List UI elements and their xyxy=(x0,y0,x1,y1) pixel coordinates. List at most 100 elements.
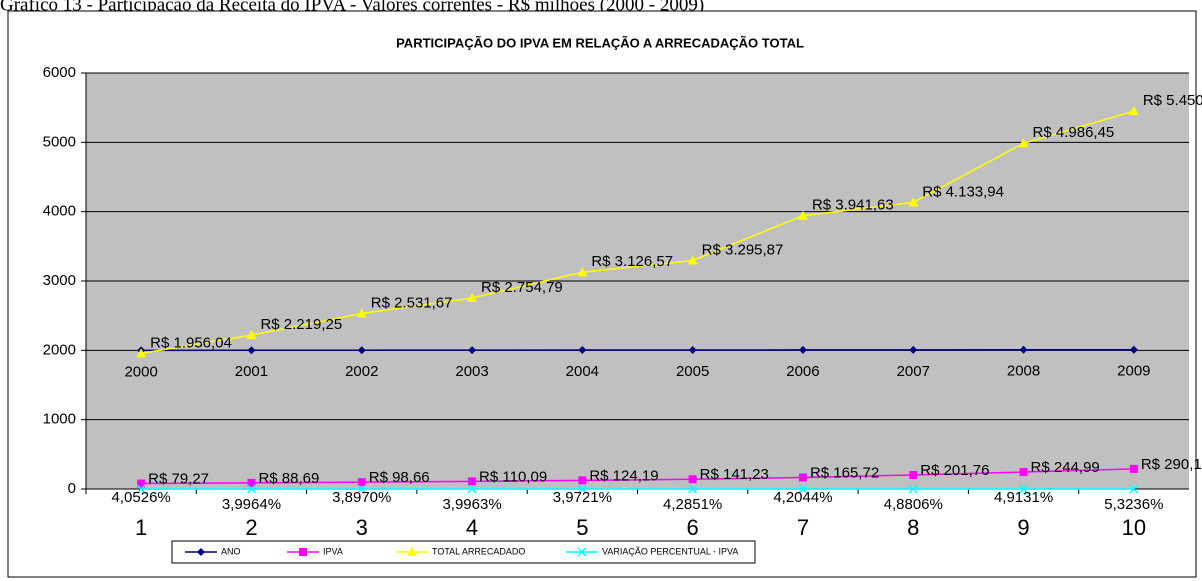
data-point xyxy=(688,345,697,354)
legend-label: TOTAL ARRECADADO xyxy=(432,546,525,556)
x-tick-label: 8 xyxy=(907,515,919,540)
data-point xyxy=(247,478,256,487)
data-label: 2008 xyxy=(1007,363,1040,380)
legend-marker xyxy=(407,547,417,556)
data-label: 2001 xyxy=(235,363,268,380)
data-label: 2003 xyxy=(455,363,488,380)
data-point xyxy=(687,255,698,265)
data-point xyxy=(797,210,808,220)
data-point xyxy=(1129,484,1139,494)
y-tick-label: 5000 xyxy=(43,133,76,150)
data-label: 4,2044% xyxy=(773,489,832,506)
data-point xyxy=(1019,484,1029,494)
data-point xyxy=(578,476,587,485)
data-label: R$ 79,27 xyxy=(148,470,209,487)
data-point xyxy=(137,479,146,488)
data-point xyxy=(136,348,147,358)
data-label: R$ 201,76 xyxy=(920,462,989,479)
y-tick-label: 1000 xyxy=(43,411,76,428)
data-label: R$ 4.986,45 xyxy=(1033,124,1115,141)
data-label: 4,9131% xyxy=(994,489,1053,506)
data-label: R$ 124,19 xyxy=(589,467,658,484)
y-tick-label: 0 xyxy=(68,480,76,497)
data-point xyxy=(909,345,918,354)
data-label: 3,8970% xyxy=(332,489,391,506)
data-point xyxy=(578,346,587,355)
legend-marker xyxy=(577,547,587,557)
data-point xyxy=(357,484,367,494)
data-label: 4,2851% xyxy=(663,496,722,513)
data-label: 2000 xyxy=(124,363,157,380)
legend-label: IPVA xyxy=(323,546,343,556)
y-tick-label: 4000 xyxy=(43,203,76,220)
data-point xyxy=(577,267,588,277)
data-label: 2005 xyxy=(676,363,709,380)
legend-label: VARIAÇÃO PERCENTUAL - IPVA xyxy=(602,546,738,556)
data-label: 3,9964% xyxy=(222,496,281,513)
legend-marker xyxy=(197,548,205,556)
x-tick-label: 1 xyxy=(135,515,147,540)
data-label: R$ 3.941,63 xyxy=(812,197,894,214)
data-label: 2006 xyxy=(786,363,819,380)
legend-marker xyxy=(299,548,307,556)
x-tick-label: 5 xyxy=(576,515,588,540)
data-label: R$ 3.295,87 xyxy=(702,241,784,258)
data-point xyxy=(356,308,367,318)
series-line xyxy=(141,348,1134,352)
data-point xyxy=(798,484,808,494)
x-tick-label: 7 xyxy=(797,515,809,540)
data-point xyxy=(357,346,366,355)
data-label: R$ 4.133,94 xyxy=(922,183,1004,200)
data-label: R$ 2.754,79 xyxy=(481,279,563,296)
data-label: 2009 xyxy=(1117,363,1150,380)
data-point xyxy=(246,484,256,494)
data-label: R$ 244,99 xyxy=(1031,459,1100,476)
data-label: R$ 110,09 xyxy=(479,468,547,485)
series-line xyxy=(141,110,1135,355)
data-point xyxy=(357,478,366,487)
data-point xyxy=(798,345,807,354)
data-point xyxy=(908,484,918,494)
data-label: R$ 98,66 xyxy=(369,469,430,486)
data-label: 3,9721% xyxy=(553,489,612,506)
data-point xyxy=(798,473,807,482)
data-point xyxy=(468,477,477,486)
chart-title: PARTICIPAÇÃO DO IPVA EM RELAÇÃO A ARRECA… xyxy=(396,35,804,50)
data-label: 2007 xyxy=(897,363,930,380)
data-point xyxy=(467,484,477,494)
series-line xyxy=(141,468,1134,485)
data-label: 5,3236% xyxy=(1104,496,1163,513)
data-point xyxy=(1018,138,1029,148)
data-point xyxy=(247,346,256,355)
x-tick-label: 9 xyxy=(1017,515,1029,540)
y-tick-label: 2000 xyxy=(43,341,76,358)
data-point xyxy=(1019,468,1028,477)
data-label: R$ 2.531,67 xyxy=(371,294,453,311)
data-point xyxy=(467,293,478,303)
data-label: R$ 141,23 xyxy=(700,466,769,483)
data-label: R$ 165,72 xyxy=(810,464,879,481)
data-label: 3,9963% xyxy=(442,496,501,513)
data-label: 4,8806% xyxy=(884,496,943,513)
data-point xyxy=(688,475,697,484)
data-point xyxy=(908,197,919,207)
data-label: R$ 3.126,57 xyxy=(591,253,673,270)
data-label: R$ 290,15 xyxy=(1141,456,1202,473)
data-point xyxy=(468,346,477,355)
legend xyxy=(171,540,756,564)
data-point xyxy=(577,484,587,494)
data-point xyxy=(688,484,698,494)
legend-label: ANO xyxy=(221,546,241,556)
data-label: 2004 xyxy=(566,363,599,380)
data-label: R$ 88,69 xyxy=(258,470,319,487)
y-tick-label: 6000 xyxy=(43,64,76,81)
data-label: R$ 2.219,25 xyxy=(260,316,342,333)
x-tick-label: 4 xyxy=(466,515,478,540)
data-point xyxy=(136,484,146,494)
data-label: 2002 xyxy=(345,363,378,380)
x-tick-label: 10 xyxy=(1122,515,1146,540)
x-tick-label: 3 xyxy=(356,515,368,540)
data-point xyxy=(1019,345,1028,354)
data-point xyxy=(246,330,257,340)
